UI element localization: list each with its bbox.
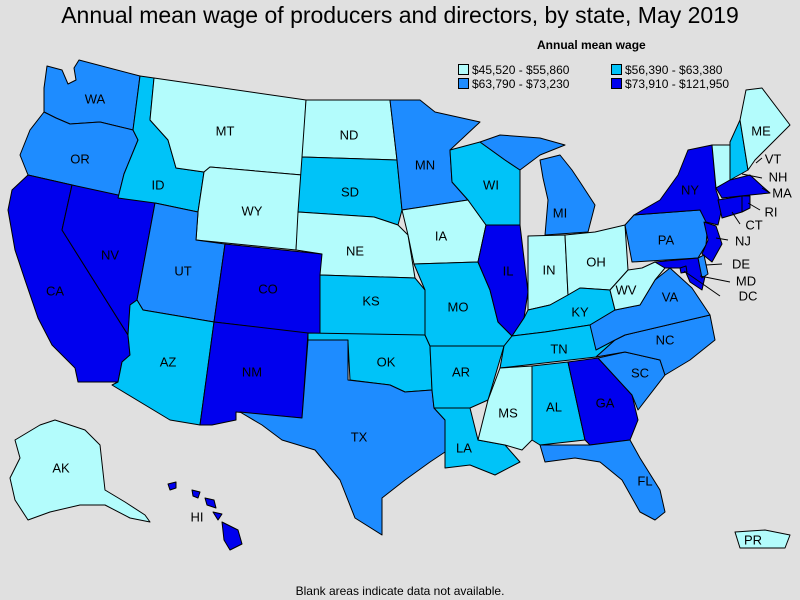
leader-dc	[683, 270, 721, 297]
label-PR: PR	[744, 532, 762, 547]
state-MI[interactable]	[539, 154, 596, 236]
label-NM: NM	[242, 364, 262, 379]
legend-swatch-4	[611, 78, 622, 89]
label-MI: MI	[553, 205, 567, 220]
legend-label-2: $56,390 - $63,380	[625, 63, 723, 77]
label-NC: NC	[656, 332, 675, 347]
label-VA: VA	[662, 289, 679, 304]
state-NY[interactable]	[633, 144, 723, 226]
label-CT: CT	[745, 217, 762, 232]
state-CT[interactable]	[717, 195, 743, 219]
label-KY: KY	[571, 304, 589, 319]
label-ND: ND	[340, 127, 359, 142]
state-FL[interactable]	[539, 439, 666, 521]
state-NJ[interactable]	[701, 221, 723, 263]
footnote: Blank areas indicate data not available.	[295, 584, 505, 598]
label-VT: VT	[765, 151, 782, 166]
label-AR: AR	[452, 364, 470, 379]
label-MT: MT	[216, 123, 235, 138]
label-DC: DC	[739, 288, 758, 303]
state-DC[interactable]	[679, 265, 688, 274]
label-HI: HI	[191, 509, 204, 524]
label-MA: MA	[772, 185, 792, 200]
label-NY: NY	[681, 182, 699, 197]
label-FL: FL	[637, 473, 652, 488]
legend-swatch-1	[458, 64, 469, 75]
leader-md	[699, 275, 731, 283]
label-NE: NE	[346, 243, 364, 258]
label-IA: IA	[435, 228, 448, 243]
legend-swatch-3	[458, 78, 469, 89]
legend-label-3: $63,790 - $73,230	[472, 77, 570, 91]
label-MO: MO	[448, 299, 469, 314]
state-LA[interactable]	[433, 407, 521, 476]
label-TX: TX	[351, 429, 368, 444]
label-ME: ME	[751, 123, 771, 138]
label-CO: CO	[258, 281, 278, 296]
leader-nj	[715, 237, 729, 241]
state-MA[interactable]	[715, 174, 771, 199]
legend-swatch-2	[611, 64, 622, 75]
label-MN: MN	[415, 157, 435, 172]
label-OK: OK	[377, 354, 396, 369]
legend-item-2: $56,390 - $63,380	[611, 64, 722, 78]
label-CA: CA	[46, 283, 64, 298]
label-LA: LA	[456, 440, 472, 455]
label-WV: WV	[616, 282, 637, 297]
label-AK: AK	[52, 460, 70, 475]
label-AL: AL	[546, 399, 562, 414]
state-MI-upper[interactable]	[479, 134, 566, 171]
label-IL: IL	[503, 263, 514, 278]
leader-nh	[741, 173, 763, 179]
label-WI: WI	[483, 177, 499, 192]
state-AL[interactable]	[531, 361, 586, 446]
label-UT: UT	[174, 263, 191, 278]
legend-label-4: $73,910 - $121,950	[625, 77, 730, 91]
label-WA: WA	[85, 91, 106, 106]
legend-item-1: $45,520 - $55,860	[458, 64, 569, 78]
label-TN: TN	[550, 341, 567, 356]
leader-vt	[755, 157, 763, 164]
label-IN: IN	[543, 262, 556, 277]
state-TX[interactable]	[239, 339, 446, 536]
legend-label-1: $45,520 - $55,860	[472, 63, 570, 77]
label-DE: DE	[732, 256, 750, 271]
map-title: Annual mean wage of producers and direct…	[61, 2, 739, 28]
label-GA: GA	[596, 395, 615, 410]
state-PR[interactable]	[734, 529, 791, 549]
state-RI[interactable]	[741, 195, 751, 213]
label-NJ: NJ	[735, 233, 751, 248]
state-DE[interactable]	[697, 254, 709, 279]
label-WY: WY	[242, 203, 263, 218]
legend-title: Annual mean wage	[537, 38, 646, 52]
label-KS: KS	[362, 293, 380, 308]
leader-de	[705, 263, 723, 266]
label-NV: NV	[101, 247, 119, 262]
legend-item-4: $73,910 - $121,950	[611, 78, 729, 92]
label-MD: MD	[736, 273, 756, 288]
label-PA: PA	[658, 232, 675, 247]
label-RI: RI	[765, 204, 778, 219]
label-OR: OR	[70, 151, 90, 166]
label-NH: NH	[769, 169, 788, 184]
leader-ma	[761, 187, 771, 194]
label-SD: SD	[341, 184, 359, 199]
leader-ct	[731, 211, 741, 225]
label-OH: OH	[586, 254, 606, 269]
legend-item-3: $63,790 - $73,230	[458, 78, 569, 92]
state-AK[interactable]	[9, 419, 151, 523]
state-HI[interactable]	[167, 481, 243, 551]
label-SC: SC	[631, 365, 649, 380]
label-AZ: AZ	[160, 354, 177, 369]
state-ME[interactable]	[739, 87, 791, 171]
label-MS: MS	[498, 405, 518, 420]
leader-ri	[747, 202, 761, 211]
label-ID: ID	[152, 177, 165, 192]
